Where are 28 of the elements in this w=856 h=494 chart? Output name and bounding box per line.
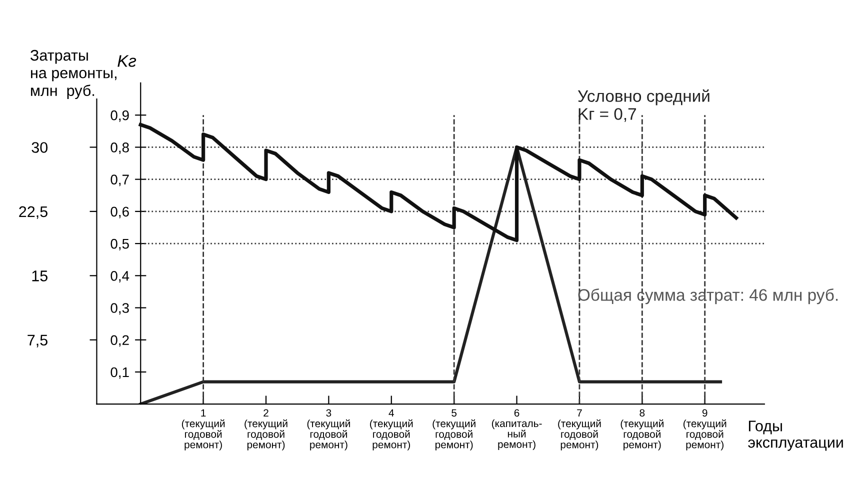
x-tick-label: 3 (текущий годовой ремонт) — [307, 409, 350, 450]
x-tick-label: 2 (текущий годовой ремонт) — [244, 409, 288, 450]
y2-tick-label: 30 — [32, 142, 48, 153]
y-tick-label: 0,1 — [110, 367, 129, 379]
y-tick-label: 0,2 — [110, 335, 129, 347]
x-tick-label: 4 (текущий годовой ремонт) — [370, 409, 413, 450]
x-tick-label: 5 (текущий годовой ремонт) — [432, 409, 476, 450]
y-tick-label: 0,9 — [110, 110, 129, 122]
annotation: Общая сумма затрат: 46 млн руб. — [578, 288, 838, 304]
x-tick-label: 1 (текущий годовой ремонт) — [182, 409, 225, 450]
y-tick-label: 0,8 — [110, 142, 129, 154]
y2-tick-label: 7,5 — [28, 334, 48, 348]
x-tick-label: 9 (текущий годовой ремонт) — [683, 409, 726, 450]
y2-axis-title: Затраты на ремонты, млн руб. — [30, 50, 116, 100]
y-tick-label: 0,5 — [110, 238, 129, 250]
x-tick-label: 8 (текущий годовой ремонт) — [620, 409, 664, 450]
y-axis-title: Kг — [118, 55, 136, 67]
x-axis-title: Годы эксплуатации — [748, 420, 843, 451]
y2-tick-label: 15 — [32, 270, 48, 282]
line-series — [138, 122, 738, 242]
y2-tick-label: 22,5 — [19, 206, 48, 219]
x-tick-label: 6 (капиталь- ный ремонт) — [492, 409, 542, 450]
y-tick-label: 0,4 — [110, 270, 130, 282]
y-tick-label: 0,6 — [110, 206, 129, 218]
y-tick-label: 0,3 — [110, 303, 129, 315]
x-tick-label: 7 (текущий годовой ремонт) — [558, 409, 601, 450]
annotation: Условно средний Kг = 0,7 — [578, 89, 710, 122]
y-tick-label: 0,7 — [110, 174, 129, 186]
